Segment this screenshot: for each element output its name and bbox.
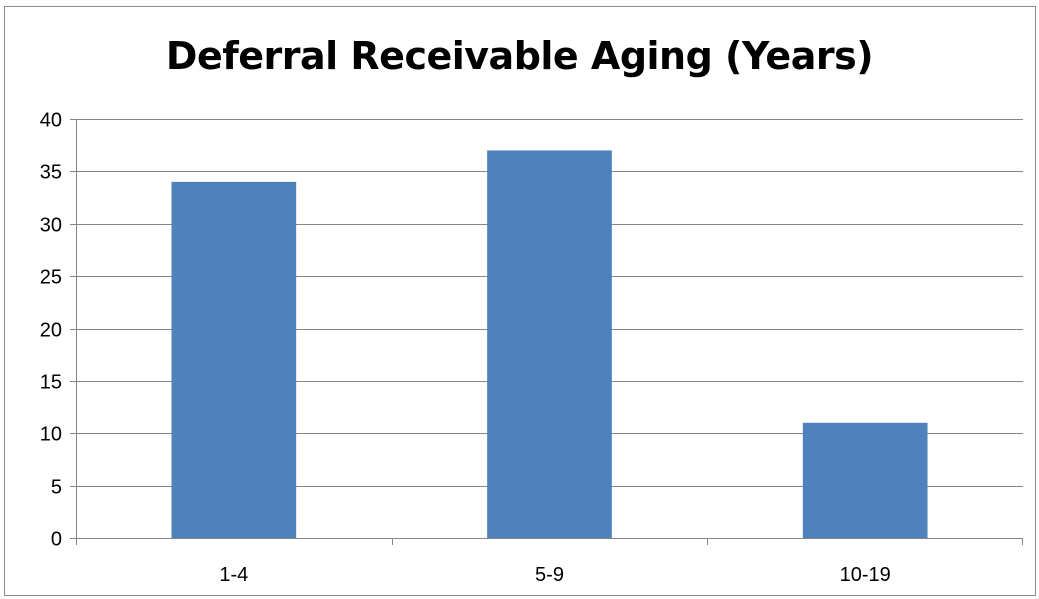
bar-10-19 — [802, 422, 928, 538]
y-tick-label: 40 — [40, 110, 62, 132]
bar-1-4 — [171, 181, 297, 538]
y-tick-label: 10 — [40, 424, 62, 446]
y-tick-label: 35 — [40, 162, 62, 184]
x-tick-label: 1-4 — [219, 564, 248, 586]
y-tick-label: 25 — [40, 267, 62, 289]
y-tick-labels: 0 5 10 15 20 25 30 35 40 — [40, 110, 62, 551]
x-tick-labels: 1-4 5-9 10-19 — [219, 564, 890, 586]
x-tick-label: 10-19 — [840, 564, 891, 586]
y-tick-label: 20 — [40, 320, 62, 342]
chart-title: Deferral Receivable Aging (Years) — [165, 34, 874, 78]
bars — [171, 150, 928, 539]
x-tick-label: 5-9 — [535, 564, 564, 586]
axes — [70, 119, 1023, 545]
y-tick-label: 5 — [51, 477, 62, 499]
y-tick-label: 15 — [40, 372, 62, 394]
bar-5-9 — [487, 150, 612, 539]
y-tick-label: 0 — [51, 529, 62, 551]
y-tick-label: 30 — [40, 215, 62, 237]
